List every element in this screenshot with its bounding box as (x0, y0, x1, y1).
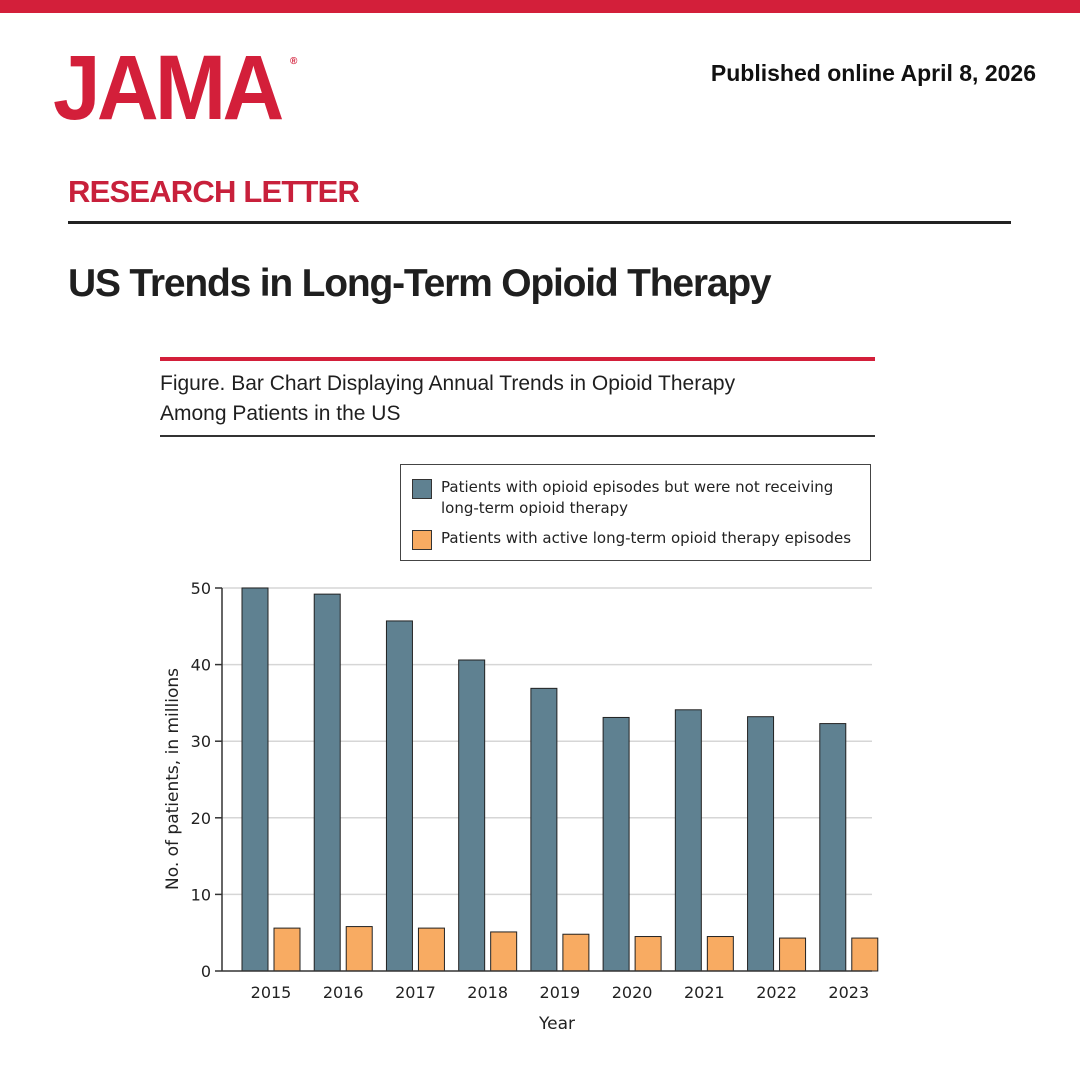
figure-caption-line-1: Figure. Bar Chart Displaying Annual Tren… (160, 372, 736, 395)
bar-not-ltot (385, 620, 413, 972)
x-tick-label: 2017 (395, 983, 436, 1002)
y-tick-label: 40 (191, 656, 211, 675)
y-axis-label: No. of patients, in millions (163, 668, 183, 890)
legend-item-not-ltot: Patients with opioid episodes but were n… (412, 477, 861, 519)
figure-caption: Figure. Bar Chart Displaying Annual Tren… (160, 369, 860, 429)
x-tick-label: 2015 (251, 983, 292, 1002)
x-tick-label: 2019 (540, 983, 581, 1002)
bar-not-ltot (747, 716, 775, 972)
y-tick-label: 10 (191, 885, 211, 904)
y-tick-label: 30 (191, 732, 211, 751)
x-tick-label: 2023 (828, 983, 869, 1002)
bar-ltot (851, 937, 879, 972)
x-tick-label: 2016 (323, 983, 364, 1002)
chart-legend: Patients with opioid episodes but were n… (400, 464, 871, 561)
legend-swatch-ltot (412, 530, 432, 550)
legend-label-not-ltot: Patients with opioid episodes but were n… (441, 477, 861, 519)
jama-logo[interactable]: JAMA (53, 37, 284, 139)
bar-ltot (562, 933, 590, 972)
bars (241, 587, 879, 972)
section-divider (68, 221, 1011, 224)
x-tick-label: 2021 (684, 983, 725, 1002)
tick-labels: 0 10 20 30 40 50 2015 2016 2017 2018 2019 2020 2021 2… (191, 579, 869, 1002)
bar-not-ltot (674, 709, 702, 972)
publication-date: Published online April 8, 2026 (710, 60, 1036, 86)
bar-ltot (345, 926, 373, 972)
article-title: US Trends in Long-Term Opioid Therapy (68, 262, 772, 305)
legend-label-not-ltot-line-1: Patients with opioid episodes but were n… (441, 478, 834, 496)
y-tick-label: 20 (191, 809, 211, 828)
x-tick-label: 2018 (467, 983, 508, 1002)
figure-bottom-rule (160, 435, 875, 437)
bar-not-ltot (602, 716, 630, 972)
figure-caption-line-2: Among Patients in the US (160, 402, 401, 425)
bar-not-ltot (530, 687, 558, 972)
section-label: RESEARCH LETTER (68, 174, 360, 209)
legend-label-not-ltot-line-2: long-term opioid therapy (441, 499, 629, 517)
registered-mark: ® (290, 56, 298, 67)
y-tick-label: 50 (191, 579, 211, 598)
bar-ltot (634, 936, 662, 972)
axes (215, 587, 872, 972)
legend-item-ltot: Patients with active long-term opioid th… (412, 528, 861, 550)
bar-ltot (490, 931, 518, 972)
bar-ltot (706, 936, 734, 972)
bar-chart: 0 10 20 30 40 50 2015 2016 2017 2018 2019 2020 2021 2… (163, 579, 879, 1034)
bar-ltot (273, 927, 301, 972)
bar-not-ltot (458, 659, 486, 972)
bar-not-ltot (241, 587, 269, 972)
y-tick-label: 0 (201, 962, 211, 981)
x-tick-label: 2022 (756, 983, 797, 1002)
top-accent-bar (0, 0, 1080, 13)
legend-label-ltot: Patients with active long-term opioid th… (441, 529, 852, 547)
legend-swatch-not-ltot (412, 479, 432, 499)
figure-top-rule (160, 357, 875, 361)
bar-not-ltot (313, 593, 341, 972)
bar-ltot (779, 937, 807, 972)
bar-not-ltot (819, 723, 847, 972)
x-tick-label: 2020 (612, 983, 653, 1002)
bar-ltot (417, 927, 445, 972)
x-axis-label: Year (538, 1014, 575, 1034)
